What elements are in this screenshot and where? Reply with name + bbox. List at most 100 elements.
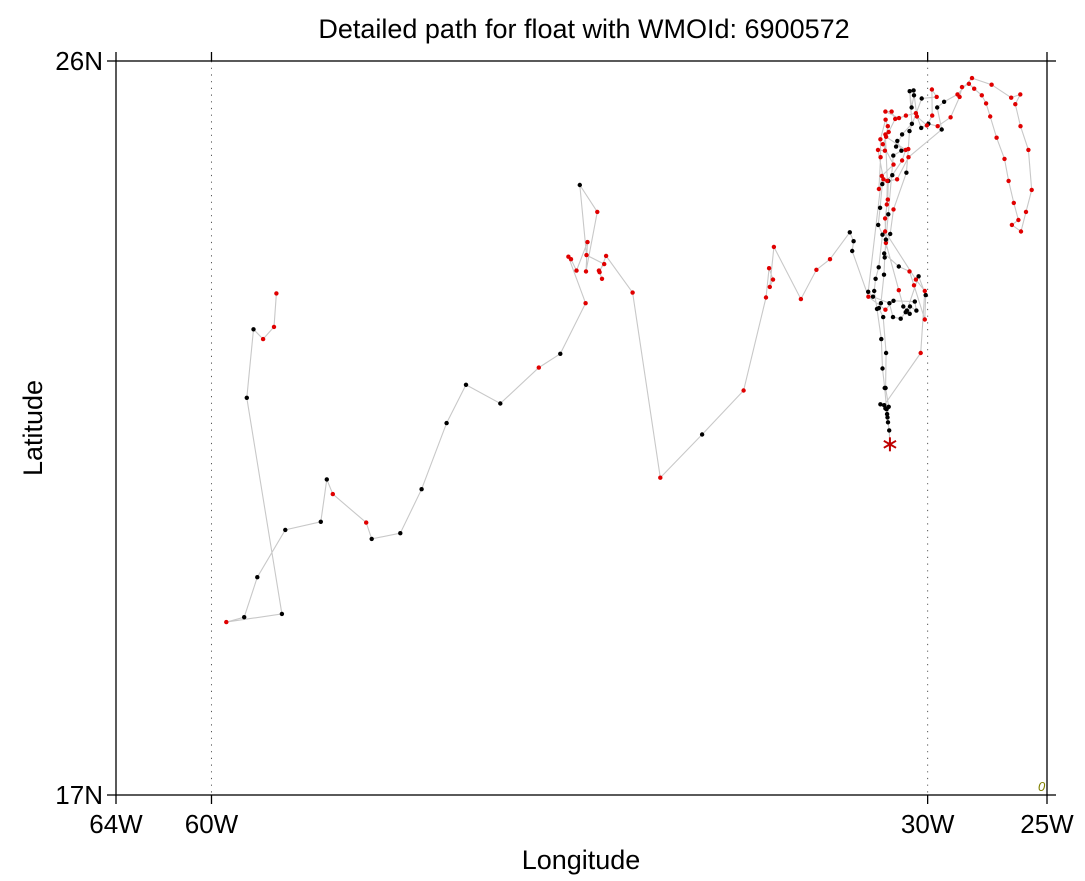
profile-point: [880, 366, 885, 371]
axis-ticks: 64W 60W 30W 25W 17N 26N: [55, 46, 1074, 839]
grid-lines: [210, 61, 929, 795]
profile-point: [242, 615, 247, 620]
profile-point: [911, 93, 917, 98]
profile-point: [884, 411, 890, 417]
profile-point: [959, 84, 965, 90]
profile-point: [896, 115, 902, 121]
profile-point: [574, 268, 579, 273]
profile-point: [913, 111, 919, 116]
profile-point: [988, 114, 993, 119]
profile-point: [878, 155, 883, 160]
profile-point: [878, 402, 883, 407]
profile-point: [969, 75, 975, 81]
profile-point: [911, 283, 917, 288]
profile-point: [989, 82, 994, 87]
chart-title: Detailed path for float with WMOId: 6900…: [318, 14, 849, 44]
profile-point: [880, 142, 885, 147]
profile-point: [904, 308, 910, 313]
profile-point: [881, 314, 886, 320]
profile-point: [948, 115, 953, 120]
profile-point: [536, 365, 541, 370]
profile-point: [881, 177, 886, 182]
profile-point: [364, 520, 369, 525]
profile-point: [893, 144, 899, 149]
profile-point: [972, 86, 977, 91]
profile-point: [922, 288, 927, 294]
profile-point: [850, 248, 855, 254]
profile-point: [595, 209, 600, 215]
profile-point: [251, 327, 256, 332]
profile-point: [983, 101, 989, 106]
profile-point: [924, 123, 930, 128]
profile-point: [585, 239, 590, 245]
profile-point: [271, 324, 277, 330]
profile-point: [877, 205, 883, 210]
profile-point: [883, 109, 888, 114]
profile-point: [913, 277, 919, 282]
deployment-star-marker: [883, 437, 897, 452]
y-axis-label: Latitude: [18, 380, 48, 476]
profile-point: [899, 148, 904, 153]
profile-point: [324, 477, 329, 482]
profile-point: [887, 428, 892, 433]
profile-point: [866, 289, 871, 294]
profile-point: [603, 253, 609, 259]
profile-point: [891, 298, 896, 303]
profile-point: [1002, 156, 1007, 162]
profile-point: [763, 295, 769, 300]
profile-point: [882, 255, 887, 260]
profile-point: [463, 382, 469, 387]
profile-point: [882, 148, 888, 153]
profile-point: [884, 202, 889, 207]
float-track: [226, 77, 1033, 623]
profile-point: [699, 432, 705, 437]
profile-point: [904, 170, 909, 175]
profile-point: [879, 173, 884, 179]
profile-point: [814, 267, 819, 272]
profile-point: [872, 288, 877, 294]
profile-point: [907, 311, 912, 316]
profile-point: [883, 117, 888, 122]
profile-point: [884, 407, 889, 412]
profile-point: [1009, 222, 1015, 228]
profile-point: [882, 403, 887, 408]
x-tick-label: 64W: [89, 809, 143, 839]
profile-point: [903, 147, 908, 153]
profile-point: [330, 491, 335, 497]
profile-point: [881, 272, 887, 277]
profile-point: [244, 395, 249, 400]
profile-point: [870, 294, 876, 299]
profile-point: [923, 292, 928, 298]
profile-point: [597, 270, 602, 275]
profile-point: [880, 232, 885, 237]
profile-point: [1023, 209, 1029, 215]
profile-point: [882, 229, 888, 234]
profile-point: [260, 336, 266, 342]
profile-point: [901, 304, 906, 309]
profile-point: [419, 487, 424, 492]
profile-point: [911, 88, 916, 93]
profile-point: [847, 230, 852, 235]
profile-point: [890, 314, 896, 320]
profile-point: [909, 121, 915, 127]
profile-point: [879, 336, 884, 342]
profile-point: [318, 519, 323, 524]
profile-point: [1018, 124, 1023, 129]
profile-point: [498, 401, 503, 406]
profile-point: [875, 147, 881, 153]
profile-point: [930, 113, 935, 118]
x-tick-label: 60W: [185, 809, 239, 839]
profile-point: [599, 276, 605, 281]
profile-point: [1011, 200, 1016, 206]
profile-point: [369, 536, 374, 542]
profile-point: [883, 237, 889, 242]
profile-point: [906, 155, 911, 160]
profile-point: [889, 109, 894, 114]
profile-point: [907, 269, 912, 274]
profile-point: [890, 173, 895, 178]
profile-point: [896, 288, 901, 293]
profile-point: [914, 114, 920, 119]
profile-point: [955, 92, 960, 97]
profile-point: [283, 527, 288, 533]
